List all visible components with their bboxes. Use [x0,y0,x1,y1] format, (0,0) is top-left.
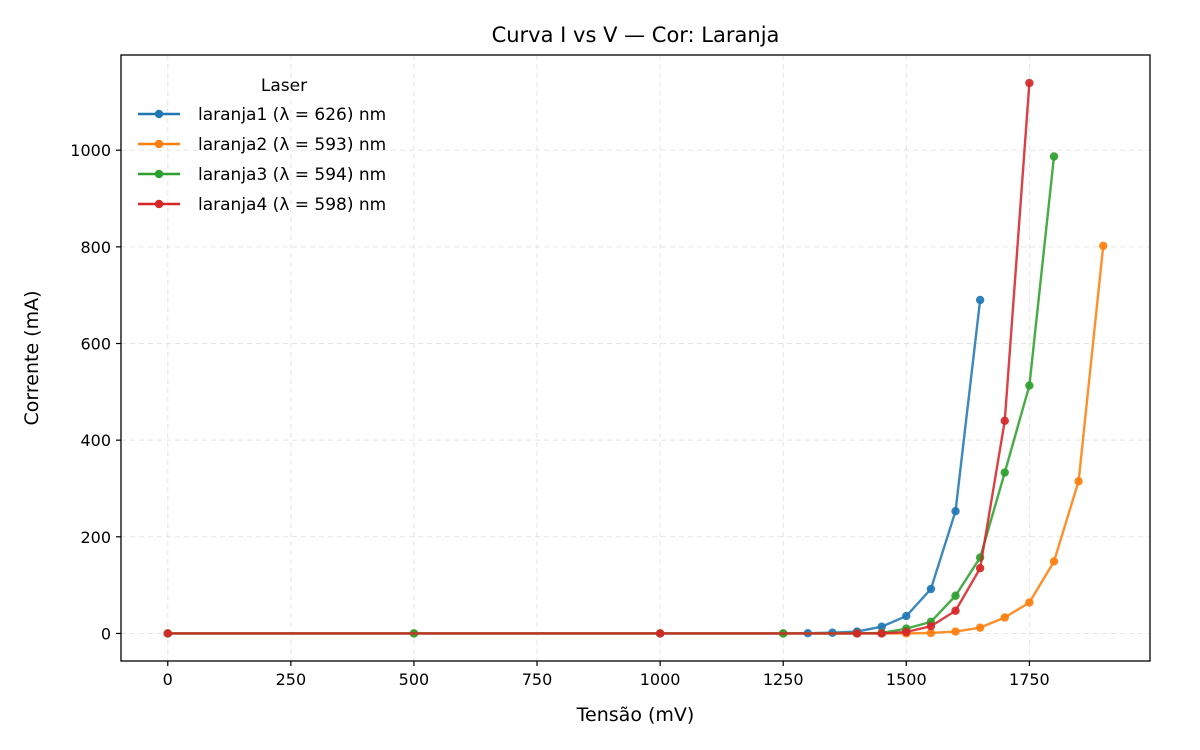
legend: Laser laranja1 (λ = 626) nm laranja2 (λ =… [138,76,386,215]
legend-label: laranja4 (λ = 598) nm [198,195,386,215]
x-tick-label: 0 [163,670,173,689]
data-point [163,629,172,638]
data-point [1025,78,1034,88]
series-layer [163,78,1108,638]
x-axis: 0 250 500 750 1000 1250 1500 1750 [163,661,1050,689]
series-1 [163,295,985,638]
data-point [926,584,936,594]
data-point [1000,416,1009,426]
data-point [877,622,886,631]
x-tick-label: 250 [276,670,307,689]
y-tick-label: 200 [80,528,111,547]
x-tick-label: 1750 [1009,670,1050,689]
data-point [975,623,985,632]
x-tick-label: 1000 [640,670,681,689]
data-point [1049,152,1059,161]
x-tick-label: 1500 [886,670,927,689]
legend-item: laranja4 (λ = 598) nm [138,195,386,215]
data-point [975,564,985,573]
data-point [852,629,862,638]
chart-title: Curva I vs V — Cor: Laranja [492,23,780,47]
data-point [1074,477,1083,486]
x-tick-label: 500 [399,670,430,689]
data-point [926,628,936,638]
data-point [951,591,960,600]
y-axis: 0 200 400 600 800 1000 [70,141,121,643]
legend-title: Laser [261,76,307,96]
y-tick-label: 400 [80,431,111,450]
legend-label: laranja2 (λ = 593) nm [198,135,386,155]
data-point [902,611,911,621]
y-tick-label: 800 [80,238,111,257]
data-point [1025,381,1034,390]
series-line [167,156,1056,635]
data-point [1049,557,1059,566]
series-line [167,82,1031,635]
x-tick-label: 1250 [763,670,804,689]
legend-item: laranja2 (λ = 593) nm [138,135,386,155]
data-point [1099,241,1108,251]
data-point [655,629,665,638]
data-point [951,606,960,615]
legend-item: laranja1 (λ = 626) nm [138,105,386,125]
series-line [167,299,982,635]
series-3 [163,152,1059,638]
data-point [926,622,936,631]
legend-label: laranja1 (λ = 626) nm [198,105,386,125]
legend-marker [154,169,164,179]
series-4 [163,78,1034,638]
plot-frame [120,54,1151,662]
legend-marker [154,109,164,119]
legend-item: laranja3 (λ = 594) nm [138,165,386,185]
data-point [877,629,886,638]
y-tick-label: 0 [101,624,111,643]
y-axis-title: Corrente (mA) [21,290,43,425]
data-point [1025,598,1034,607]
legend-label: laranja3 (λ = 594) nm [198,165,386,185]
data-point [902,627,911,637]
y-tick-label: 600 [80,335,111,354]
x-tick-label: 750 [522,670,553,689]
data-point [975,295,985,305]
data-point [951,627,960,636]
y-tick-label: 1000 [70,141,111,160]
x-axis-title: Tensão (mV) [576,704,695,726]
legend-marker [154,139,164,149]
legend-marker [154,199,164,209]
data-point [951,506,960,516]
data-point [1000,468,1009,477]
data-point [1000,613,1009,622]
